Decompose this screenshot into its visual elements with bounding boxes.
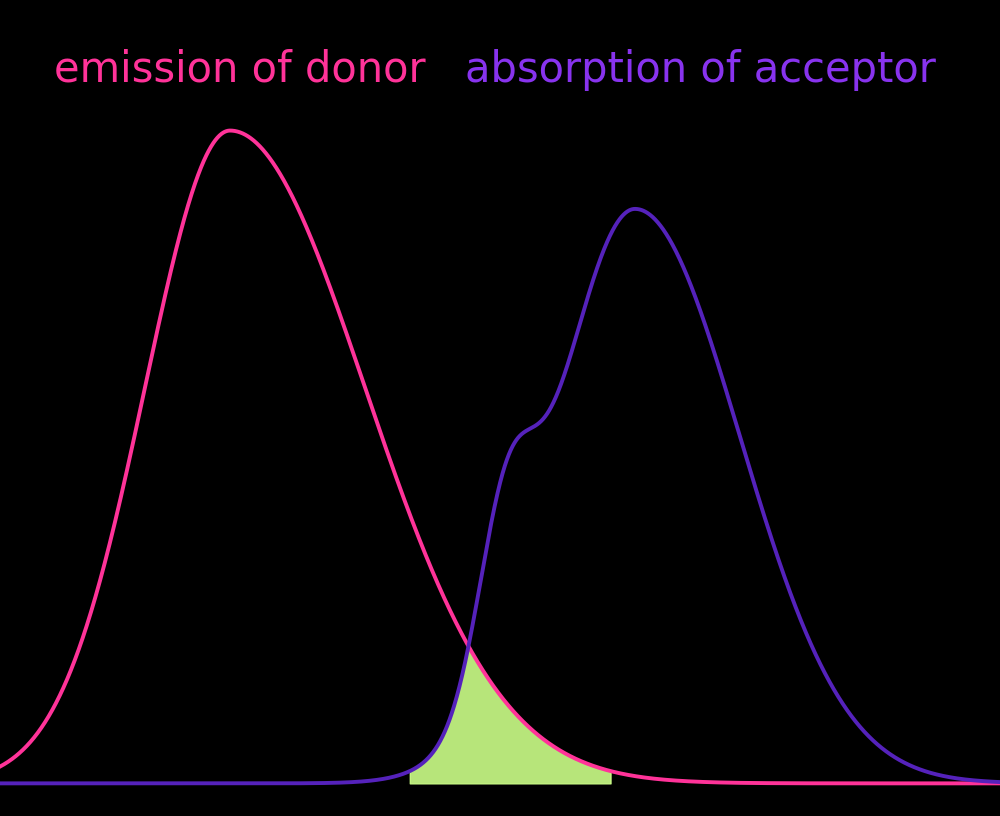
Text: absorption of acceptor: absorption of acceptor xyxy=(465,49,935,91)
Text: emission of donor: emission of donor xyxy=(54,49,426,91)
